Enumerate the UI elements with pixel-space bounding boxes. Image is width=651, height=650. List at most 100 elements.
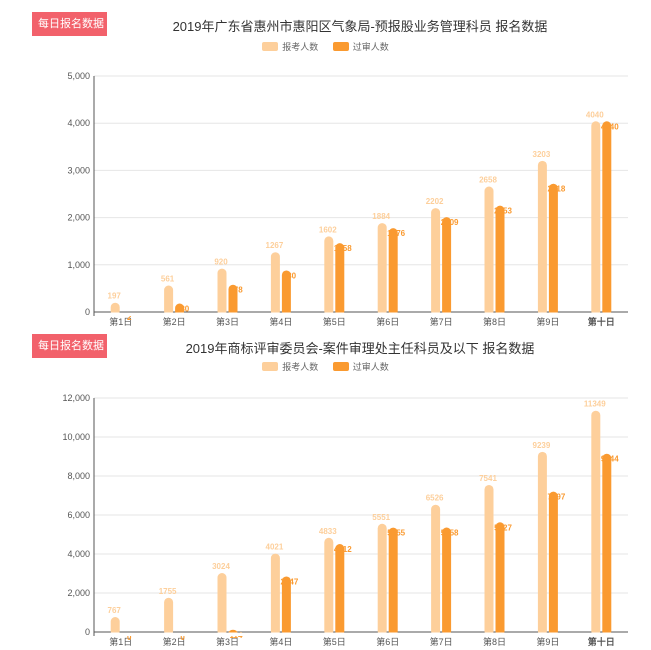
y-tick-label: 0 [85,627,90,637]
bar-applicants [537,160,547,316]
data-label-approved: 4040 [601,122,619,131]
bar-approved [548,183,558,316]
x-tick-label: 第1日 [109,316,132,327]
legend-1: 报考人数 过审人数 [0,40,651,53]
x-tick-label: 第9日 [536,636,559,647]
legend-item-approved-2[interactable]: 过审人数 [332,360,389,373]
bar-approved [442,527,452,636]
y-tick-label: 3,000 [67,165,90,175]
data-label-approved: 2 [127,313,132,322]
y-tick-label: 12,000 [62,393,90,403]
y-tick-label: 5,000 [67,71,90,81]
x-tick-label: 第7日 [430,636,453,647]
data-label-applicants: 197 [108,292,122,301]
x-tick-label: 第3日 [216,316,239,327]
x-tick-label: 第4日 [269,636,292,647]
bar-applicants [270,252,280,316]
y-tick-label: 4,000 [67,118,90,128]
bar-applicants [164,285,174,316]
bar-applicants [270,553,280,636]
legend-item-approved-1[interactable]: 过审人数 [332,40,389,53]
legend-label-applicants-1: 报考人数 [282,42,319,52]
x-tick-label: 第6日 [376,636,399,647]
bar-applicants [484,484,494,636]
data-label-applicants: 5551 [372,513,390,522]
data-label-approved: 1458 [334,244,352,253]
bar-applicants [377,523,387,636]
legend-swatch-applicants-1 [262,42,279,51]
chart-panel-1: 每日报名数据 2019年广东省惠州市惠阳区气象局-预报股业务管理科员 报名数据 … [0,12,651,327]
bar-approved [388,228,398,316]
x-tick-label: 第2日 [163,316,186,327]
bar-applicants [164,597,174,636]
bar-approved [335,544,345,636]
daily-data-badge-2: 每日报名数据 [32,334,107,358]
bar-approved [495,522,505,636]
legend-swatch-applicants-2 [262,362,279,371]
y-tick-label: 2,000 [67,213,90,223]
x-tick-label: 第8日 [483,316,506,327]
axis-mask [95,312,628,316]
data-label-applicants: 3203 [533,150,551,159]
data-label-approved: 5355 [387,529,405,538]
y-tick-label: 1,000 [67,260,90,270]
chart-title-1: 2019年广东省惠州市惠阳区气象局-预报股业务管理科员 报名数据 [172,19,548,34]
y-tick-label: 4,000 [67,549,90,559]
data-label-approved: 0 [127,633,132,642]
data-label-applicants: 4021 [266,543,284,552]
bar-applicants [324,537,334,636]
x-tick-label: 第5日 [323,316,346,327]
bar-approved [602,453,612,636]
data-label-approved: 1776 [387,229,405,238]
bar-applicants [591,121,601,316]
data-label-applicants: 767 [108,606,122,615]
data-label-approved: 2253 [494,207,512,216]
x-tick-label: 第7日 [430,316,453,327]
bar-approved [442,217,452,316]
chart-title-2: 2019年商标评审委员会-案件审理处主任科员及以下 报名数据 [185,341,535,356]
data-label-approved: 0 [180,633,185,642]
data-label-approved: 880 [283,271,297,280]
data-label-approved: 5358 [441,529,459,538]
y-tick-label: 2,000 [67,588,90,598]
bar-applicants [484,186,494,316]
data-label-applicants: 1267 [266,241,284,250]
x-tick-label: 第5日 [323,636,346,647]
data-label-approved: 2847 [281,577,299,586]
legend-item-applicants-1[interactable]: 报考人数 [262,40,318,53]
data-label-approved: 578 [229,286,243,295]
y-tick-label: 6,000 [67,510,90,520]
data-label-applicants: 7541 [479,474,497,483]
bar-applicants [217,573,227,636]
bar-applicants [324,236,334,316]
bar-approved [281,576,291,636]
bar-chart-2: 0 2,000 4,000 6,000 8,000 10,000 12,000 第1日 767 0… [62,393,628,647]
data-label-approved: 7197 [548,493,566,502]
bar-approved [335,243,345,316]
legend-label-approved-2: 过审人数 [352,362,389,372]
data-label-applicants: 1884 [372,212,390,221]
x-tick-label: 第3日 [216,636,239,647]
legend-item-applicants-2[interactable]: 报考人数 [262,360,318,373]
x-tick-label: 第十日 [588,636,615,647]
bar-approved [602,121,612,316]
bar-applicants [377,223,387,316]
data-label-applicants: 920 [214,258,228,267]
data-label-applicants: 4833 [319,527,337,536]
x-tick-label: 第6日 [376,316,399,327]
data-label-applicants: 2202 [426,197,444,206]
data-label-applicants: 11349 [584,400,606,409]
bar-approved [281,270,291,316]
legend-swatch-approved-2 [332,362,349,371]
data-label-applicants: 4040 [586,110,604,119]
legend-swatch-approved-1 [332,42,349,51]
bar-chart-1: 0 1,000 2,000 3,000 4,000 5,000 第1日 197 2 第2日 561 1… [67,71,628,327]
data-label-applicants: 3024 [212,562,230,571]
x-tick-label: 第9日 [536,316,559,327]
legend-2: 报考人数 过审人数 [0,360,651,373]
bar-applicants [110,617,120,636]
data-label-applicants: 6526 [426,494,444,503]
data-label-approved: 2718 [548,185,566,194]
data-label-applicants: 2658 [479,176,497,185]
